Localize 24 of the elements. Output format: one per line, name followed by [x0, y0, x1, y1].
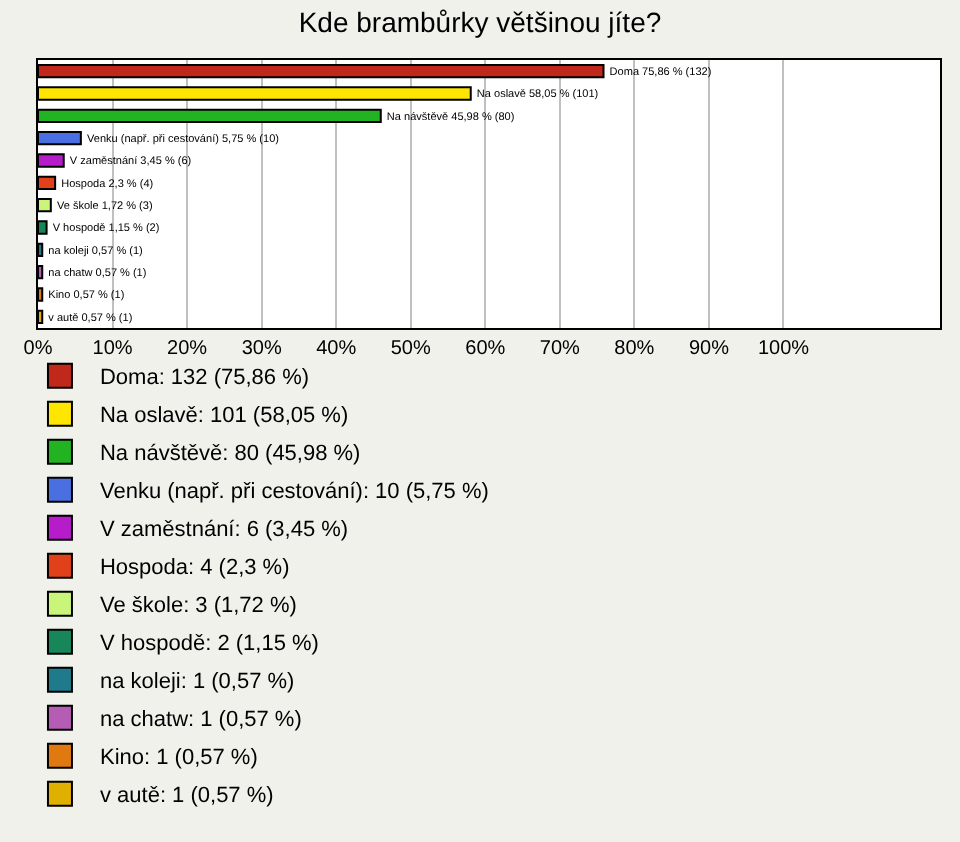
- chart-title: Kde brambůrky většinou jíte?: [298, 6, 662, 39]
- legend-label: v autě: 1 (0,57 %): [99, 784, 274, 809]
- x-tick-label: 100%: [757, 338, 810, 360]
- legend-label: na chatw: 1 (0,57 %): [99, 708, 302, 733]
- legend-label: Doma: 132 (75,86 %): [99, 366, 310, 391]
- x-tick-label: 90%: [688, 338, 730, 360]
- x-tick-label: 0%: [23, 338, 53, 360]
- x-tick-label: 40%: [316, 338, 357, 360]
- x-tick-label: 70%: [539, 338, 581, 360]
- legend-label: Kino: 1 (0,57 %): [99, 746, 258, 771]
- legend-label: Venku (např. při cestování): 10 (5,75 %): [99, 480, 489, 505]
- x-tick-label: 80%: [614, 338, 655, 360]
- legend-label: Ve škole: 3 (1,72 %): [99, 594, 297, 619]
- x-tick-label: 10%: [92, 338, 133, 360]
- x-tick-label: 60%: [465, 338, 506, 360]
- legend-label: V hospodě: 2 (1,15 %): [99, 632, 319, 657]
- legend-label: Na návštěvě: 80 (45,98 %): [99, 442, 361, 467]
- x-tick-label: 30%: [241, 338, 282, 360]
- x-tick-label: 50%: [390, 338, 431, 360]
- x-tick-label: 20%: [167, 338, 208, 360]
- legend-label: Na oslavě: 101 (58,05 %): [99, 404, 349, 429]
- legend-label: na koleji: 1 (0,57 %): [99, 670, 295, 695]
- legend-label: Hospoda: 4 (2,3 %): [99, 556, 290, 581]
- legend-label: V zaměstnání: 6 (3,45 %): [99, 518, 349, 543]
